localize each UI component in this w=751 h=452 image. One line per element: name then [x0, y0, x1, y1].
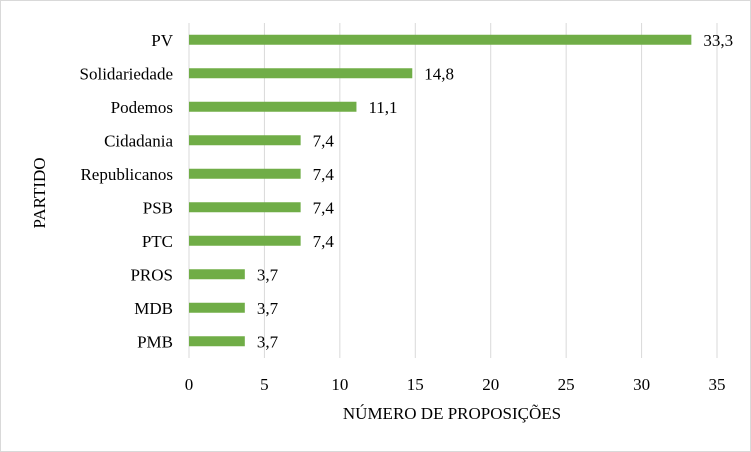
x-axis-title: NÚMERO DE PROPOSIÇÕES	[343, 404, 561, 423]
bar-pmb	[189, 336, 245, 347]
data-label-republicanos: 7,4	[313, 165, 335, 184]
data-labels: 33,3 14,8 11,1 7,4 7,4 7,4 7,4 3,7 3,7 3,7	[257, 31, 733, 352]
data-label-mdb: 3,7	[257, 299, 279, 318]
x-tick-label: 20	[482, 375, 499, 394]
x-tick-label: 0	[185, 375, 194, 394]
category-label-psb: PSB	[143, 198, 173, 217]
bar-solidariedade	[189, 68, 413, 79]
x-tick-labels: 0 5 10 15 20 25 30 35	[185, 375, 726, 394]
data-label-ptc: 7,4	[313, 232, 335, 251]
data-label-pros: 3,7	[257, 265, 279, 284]
bar-psb	[189, 202, 301, 213]
data-label-psb: 7,4	[313, 198, 335, 217]
x-tick-label: 30	[633, 375, 650, 394]
bar-pros	[189, 269, 245, 280]
data-label-podemos: 11,1	[368, 98, 397, 117]
bars	[189, 34, 692, 347]
bar-republicanos	[189, 168, 301, 179]
category-label-pv: PV	[151, 31, 173, 50]
category-label-pmb: PMB	[137, 332, 173, 351]
data-label-cidadania: 7,4	[313, 131, 335, 150]
category-label-solidariedade: Solidariedade	[80, 64, 173, 83]
bar-mdb	[189, 302, 245, 313]
category-label-pros: PROS	[130, 265, 173, 284]
data-label-pmb: 3,7	[257, 332, 279, 351]
category-label-cidadania: Cidadania	[104, 131, 173, 150]
data-label-solidariedade: 14,8	[424, 64, 454, 83]
bar-cidadania	[189, 135, 301, 146]
category-label-mdb: MDB	[134, 299, 173, 318]
category-label-republicanos: Republicanos	[80, 165, 173, 184]
y-axis-title: PARTIDO	[30, 157, 49, 228]
category-label-podemos: Podemos	[111, 98, 173, 117]
x-tick-label: 15	[407, 375, 424, 394]
x-tick-label: 5	[260, 375, 269, 394]
gridlines	[188, 23, 718, 358]
bar-ptc	[189, 235, 301, 246]
x-tick-label: 25	[558, 375, 575, 394]
data-label-pv: 33,3	[703, 31, 733, 50]
x-tick-label: 35	[709, 375, 726, 394]
bar-podemos	[189, 101, 357, 112]
category-labels: PV Solidariedade Podemos Cidadania Republica…	[80, 31, 174, 352]
x-tick-label: 10	[331, 375, 348, 394]
category-label-ptc: PTC	[142, 232, 173, 251]
bar-pv	[189, 34, 692, 45]
